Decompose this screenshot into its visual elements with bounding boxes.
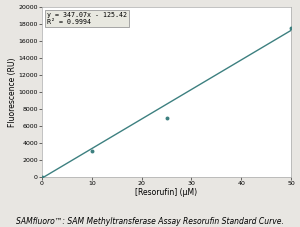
- Text: y = 347.07x - 125.42
R² = 0.9994: y = 347.07x - 125.42 R² = 0.9994: [47, 12, 127, 25]
- Y-axis label: Fluorescence (RU): Fluorescence (RU): [8, 57, 17, 127]
- Point: [89, 149, 94, 153]
- Text: SAMfluoro™: SAM Methyltransferase Assay Resorufin Standard Curve.: SAMfluoro™: SAM Methyltransferase Assay …: [16, 217, 284, 226]
- Point: [40, 175, 44, 179]
- Point: [164, 116, 169, 120]
- Point: [289, 26, 293, 30]
- X-axis label: [Resorufin] (µM): [Resorufin] (µM): [135, 188, 198, 197]
